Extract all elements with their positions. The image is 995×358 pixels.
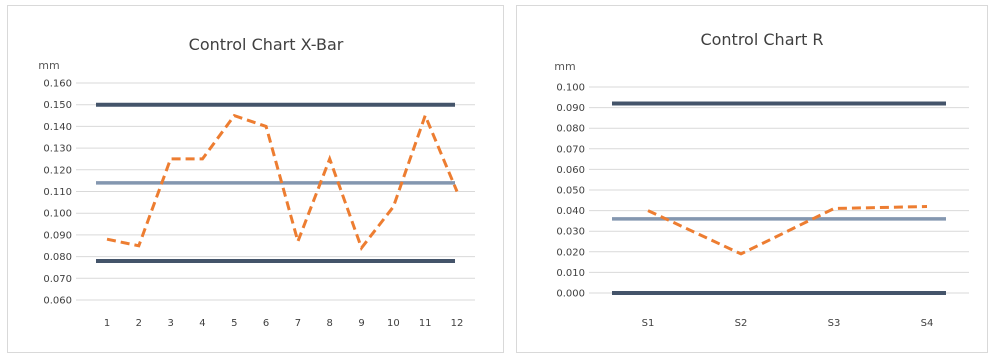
y-tick-label: 0.090 [43,230,72,241]
y-tick-label: 0.160 [43,79,72,90]
y-tick-label: 0.120 [43,165,72,176]
x-tick-label: 8 [327,318,333,329]
chart-title: Control Chart R [700,30,823,49]
y-tick-label: 0.060 [43,296,72,307]
y-tick-label: 0.020 [556,247,585,258]
x-tick-label: S3 [828,318,841,329]
xbar-chart: Control Chart X-Bar mm 0.060 0.070 0.080 0.… [38,35,475,329]
x-tick-label: 10 [387,318,400,329]
x-tick-label: 12 [451,318,464,329]
r-chart-panel: Control Chart R mm 0.000 0.010 0.020 0.030 0… [516,5,988,353]
chart-title: Control Chart X-Bar [189,35,344,54]
x-tick-label: S4 [921,318,934,329]
y-tick-label: 0.100 [556,83,585,94]
y-tick-label: 0.060 [556,165,585,176]
y-tick-label: 0.090 [556,103,585,114]
y-axis-unit: mm [554,60,575,73]
x-tick-label: S1 [642,318,655,329]
x-tick-label: 4 [199,318,205,329]
data-series-line [647,205,928,256]
x-tick-label: S2 [735,318,748,329]
y-tick-label: 0.050 [556,186,585,197]
y-tick-label: 0.080 [43,252,72,263]
y-tick-label: 0.130 [43,144,72,155]
y-axis-unit: mm [38,59,59,72]
x-tick-label: 2 [136,318,142,329]
y-tick-label: 0.010 [556,268,585,279]
y-tick-label: 0.000 [556,289,585,300]
x-tick-label: 5 [231,318,237,329]
x-tick-label: 9 [358,318,364,329]
y-tick-label: 0.150 [43,100,72,111]
x-tick-label: 6 [263,318,269,329]
y-tick-label: 0.100 [43,209,72,220]
y-tick-label: 0.070 [556,144,585,155]
y-tick-label: 0.080 [556,124,585,135]
y-tick-label: 0.140 [43,122,72,133]
r-chart: Control Chart R mm 0.000 0.010 0.020 0.030 0… [554,30,969,329]
y-tick-label: 0.040 [556,206,585,217]
x-tick-label: 11 [419,318,432,329]
x-tick-label: 1 [104,318,110,329]
x-tick-label: 7 [295,318,301,329]
xbar-chart-panel: Control Chart X-Bar mm 0.060 0.070 0.080 0.… [7,5,504,353]
y-tick-label: 0.070 [43,274,72,285]
x-tick-label: 3 [167,318,173,329]
y-tick-label: 0.110 [43,187,72,198]
y-tick-label: 0.030 [556,227,585,238]
